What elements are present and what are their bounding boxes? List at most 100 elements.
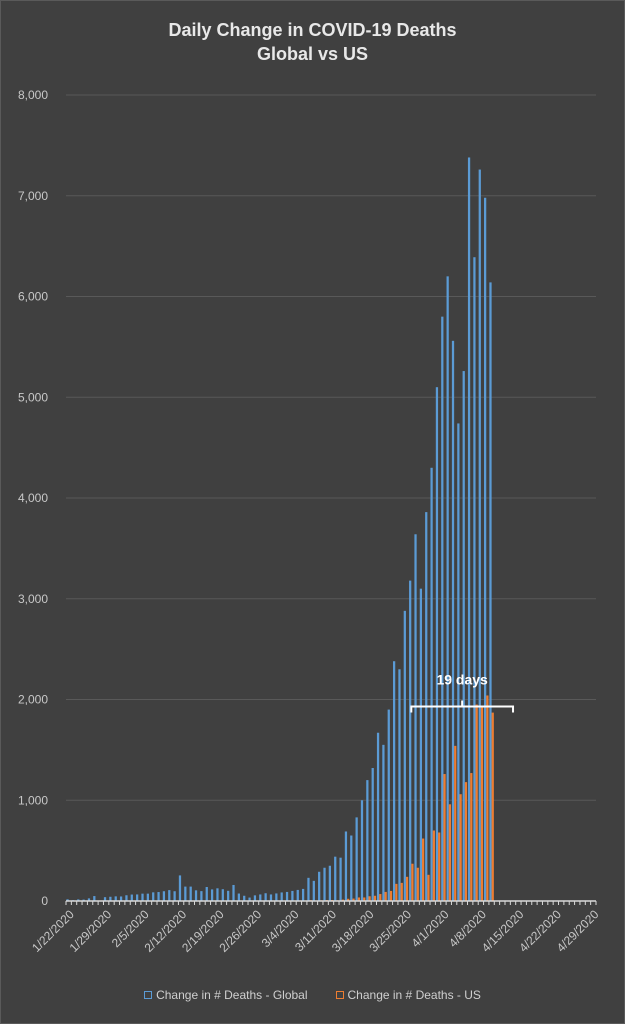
- y-tick-label: 2,000: [18, 693, 48, 707]
- bar-global: [194, 890, 198, 901]
- bars: [66, 157, 494, 902]
- bar-us: [373, 895, 377, 901]
- bar-us: [411, 863, 414, 901]
- bar-us: [368, 896, 371, 901]
- y-tick-label: 4,000: [18, 491, 48, 505]
- bar-global: [66, 899, 69, 901]
- bar-global: [478, 169, 481, 901]
- chart-title: Daily Change in COVID-19 Deaths: [168, 20, 457, 40]
- bar-global: [392, 661, 396, 901]
- bar-global: [119, 896, 123, 901]
- legend-item-us[interactable]: Change in # Deaths - US: [335, 988, 481, 1002]
- bar-global: [409, 580, 412, 901]
- bar-global: [210, 889, 214, 901]
- bar-global: [457, 423, 460, 901]
- gridlines: [66, 94, 596, 801]
- bar-global: [237, 893, 240, 901]
- bar-global: [227, 890, 230, 901]
- bar-global: [285, 891, 289, 901]
- bar-global: [366, 780, 369, 901]
- legend-swatch-us: [335, 991, 344, 999]
- bar-global: [243, 895, 246, 901]
- x-axis-ticks: 1/22/20201/29/20202/5/20202/12/20202/19/…: [29, 907, 602, 955]
- bar-global: [77, 899, 80, 901]
- bar-us: [438, 832, 441, 901]
- bar-global: [189, 886, 192, 901]
- bar-global: [355, 817, 358, 901]
- bar-global: [157, 892, 160, 901]
- bar-global: [141, 893, 144, 901]
- bar-global: [446, 276, 449, 902]
- bar-us: [379, 894, 382, 901]
- bar-global: [414, 534, 417, 901]
- bar-global: [441, 316, 444, 901]
- bar-us: [427, 874, 430, 901]
- bar-us: [389, 890, 393, 901]
- bar-us: [464, 782, 468, 901]
- bar-global: [280, 892, 283, 901]
- bar-global: [419, 588, 423, 901]
- bar-us: [347, 898, 350, 901]
- bar-global: [173, 891, 176, 901]
- y-tick-label: 5,000: [18, 390, 48, 404]
- legend-item-global[interactable]: Change in # Deaths - Global: [144, 988, 308, 1002]
- chart-subtitle: Global vs US: [256, 44, 369, 64]
- bar-global: [114, 896, 117, 901]
- bar-global: [232, 884, 235, 901]
- bar-us: [357, 897, 361, 901]
- bar-global: [109, 896, 112, 901]
- bar-global: [269, 894, 273, 901]
- bar-us: [405, 876, 409, 901]
- bar-us: [470, 773, 473, 901]
- bar-us: [384, 891, 387, 901]
- bar-us: [480, 706, 484, 901]
- bar-global: [264, 893, 267, 901]
- bar-global: [473, 257, 476, 902]
- bar-global: [376, 732, 380, 901]
- bar-us: [443, 774, 446, 901]
- bar-global: [344, 831, 348, 901]
- bar-us: [363, 897, 366, 901]
- bar-global: [152, 892, 155, 901]
- bar-global: [216, 888, 219, 901]
- bar-us: [459, 794, 462, 901]
- bar-global: [430, 467, 433, 901]
- bar-global: [398, 669, 401, 901]
- x-tick-label: 4/1/2020: [409, 907, 452, 950]
- bar-global: [200, 891, 203, 901]
- bar-global: [489, 282, 492, 901]
- bar-global: [168, 890, 171, 901]
- bar-global: [371, 768, 374, 901]
- bar-us: [486, 695, 489, 901]
- bar-global: [339, 857, 342, 901]
- bar-us: [475, 704, 478, 901]
- annotation-bracket: [410, 700, 515, 713]
- bar-global: [484, 197, 487, 901]
- bar-global: [136, 894, 139, 901]
- bar-global: [312, 880, 315, 901]
- bar-us: [395, 883, 398, 901]
- y-tick-label: 0: [41, 894, 48, 908]
- bar-global: [328, 865, 331, 901]
- bar-global: [125, 895, 128, 901]
- y-tick-label: 1,000: [18, 793, 48, 807]
- bar-global: [146, 893, 149, 901]
- bar-global: [103, 897, 107, 901]
- chart-title-block: Daily Change in COVID-19 Deaths Global v…: [0, 18, 625, 66]
- bar-us: [416, 867, 419, 901]
- bar-global: [334, 856, 337, 901]
- bar-global: [221, 889, 224, 901]
- bar-global: [323, 867, 326, 901]
- y-tick-label: 7,000: [18, 189, 48, 203]
- bar-us: [448, 804, 452, 901]
- y-tick-label: 8,000: [18, 88, 48, 102]
- bar-global: [296, 889, 299, 901]
- bar-us: [400, 882, 403, 901]
- bar-global: [248, 897, 251, 901]
- y-tick-label: 6,000: [18, 290, 48, 304]
- bar-us: [422, 838, 425, 901]
- legend: Change in # Deaths - Global Change in # …: [0, 988, 625, 1002]
- bar-global: [350, 835, 353, 901]
